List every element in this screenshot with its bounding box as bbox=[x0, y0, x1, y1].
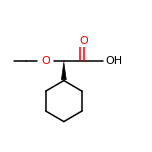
Text: OH: OH bbox=[105, 56, 122, 66]
Polygon shape bbox=[61, 62, 66, 80]
Text: O: O bbox=[41, 56, 50, 66]
Text: O: O bbox=[79, 36, 88, 46]
Text: O: O bbox=[79, 36, 88, 46]
